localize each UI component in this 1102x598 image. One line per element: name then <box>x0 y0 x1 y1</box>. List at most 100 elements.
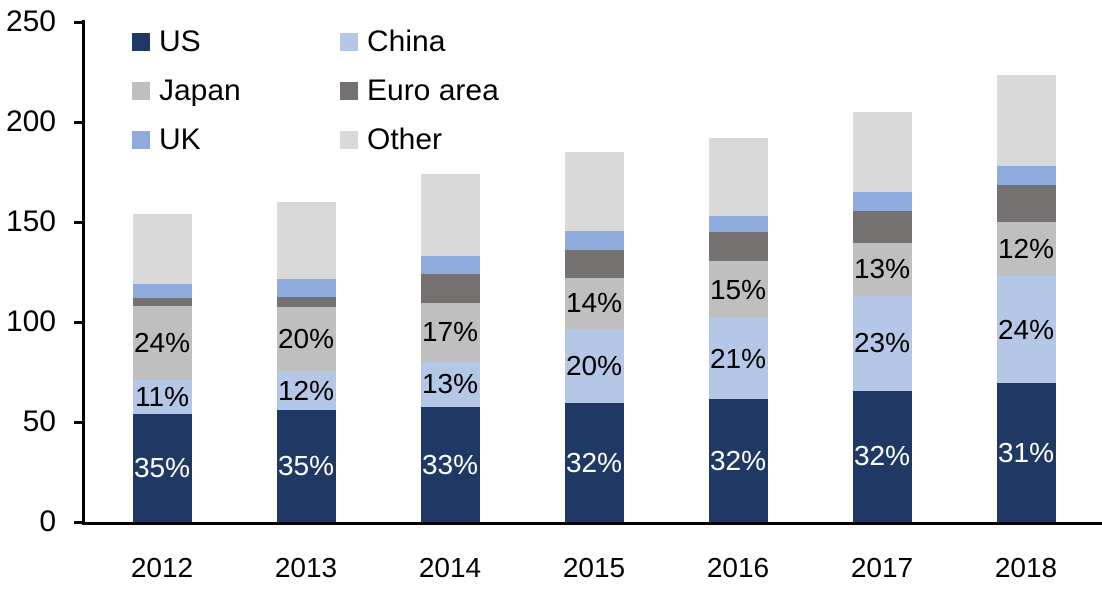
bar-value-label-china-2012: 11% <box>135 381 189 413</box>
bar-value-label-japan-2013: 20% <box>277 323 335 355</box>
legend-label-china: China <box>367 24 446 58</box>
bar-segment-other-2015 <box>564 151 624 231</box>
bar-value-label-us-2016: 32% <box>709 444 767 476</box>
bar-segment-other-2017 <box>852 111 912 192</box>
bar-value-label-china-2015: 20% <box>565 350 623 382</box>
x-axis-label-2013: 2013 <box>274 552 338 583</box>
bar-value-label-us-2013: 35% <box>277 449 335 481</box>
legend-item-uk: UK <box>132 115 340 164</box>
bar-segment-us-2012 <box>132 414 192 522</box>
bar-segment-japan-2018 <box>996 222 1056 276</box>
legend-swatch-euro-area <box>340 81 358 100</box>
legend-label-other: Other <box>367 122 443 156</box>
legend-swatch-us <box>132 32 150 51</box>
bar-segment-us-2014 <box>420 407 480 522</box>
bar-value-label-us-2017: 32% <box>853 440 911 472</box>
bar-segment-other-2013 <box>276 201 336 280</box>
chart-legend: US China Japan Euro area UK Other <box>132 17 499 164</box>
bar-segment-china-2014 <box>420 361 480 408</box>
bar-segment-uk-2018 <box>996 166 1056 186</box>
bar-segment-uk-2013 <box>276 279 336 298</box>
bar-segment-other-2018 <box>996 74 1056 167</box>
bar-segment-us-2017 <box>852 390 912 522</box>
y-axis-tick-label: 200 <box>5 104 56 138</box>
bar-segment-japan-2013 <box>276 307 336 372</box>
x-axis-label-2018: 2018 <box>994 552 1058 583</box>
y-axis-line <box>82 20 85 525</box>
bar-segment-us-2016 <box>708 399 768 522</box>
legend-item-other: Other <box>340 115 499 164</box>
bar-segment-us-2015 <box>564 403 624 522</box>
bar-segment-us-2013 <box>276 409 336 522</box>
bar-segment-japan-2012 <box>132 306 192 381</box>
legend-swatch-other <box>340 130 358 149</box>
bar-segment-euro-area-2015 <box>564 249 624 278</box>
x-axis-label-2012: 2012 <box>130 552 194 583</box>
x-axis-label-2017: 2017 <box>850 552 914 583</box>
y-axis-tick-label: 0 <box>39 505 56 538</box>
bar-segment-euro-area-2017 <box>852 210 912 243</box>
x-axis-label-2016: 2016 <box>706 552 770 583</box>
bar-segment-us-2018 <box>996 383 1056 522</box>
y-axis-tick <box>74 420 82 424</box>
bar-segment-japan-2015 <box>564 277 624 330</box>
bar-value-label-china-2016: 21% <box>709 342 767 374</box>
bar-segment-china-2015 <box>564 329 624 404</box>
legend-label-euro-area: Euro area <box>367 73 499 107</box>
x-axis-label-2014: 2014 <box>418 552 482 583</box>
bar-segment-china-2016 <box>708 318 768 400</box>
bar-segment-other-2012 <box>132 213 192 285</box>
bar-segment-uk-2016 <box>708 215 768 232</box>
bar-value-label-china-2017: 23% <box>853 327 911 359</box>
bar-value-label-japan-2014: 17% <box>421 316 479 348</box>
x-axis-label-2015: 2015 <box>562 552 626 583</box>
bar-value-label-japan-2016: 15% <box>709 273 767 305</box>
legend-swatch-china <box>340 32 358 51</box>
bar-value-label-japan-2017: 13% <box>853 253 911 285</box>
legend-label-japan: Japan <box>159 73 241 107</box>
bar-segment-euro-area-2016 <box>708 231 768 261</box>
legend-label-us: US <box>159 24 201 58</box>
bar-segment-euro-area-2013 <box>276 297 336 308</box>
bar-value-label-us-2015: 32% <box>565 446 623 478</box>
legend-item-us: US <box>132 17 340 66</box>
legend-item-euro-area: Euro area <box>340 66 499 115</box>
bar-segment-china-2012 <box>132 380 192 415</box>
y-axis-tick <box>74 20 82 24</box>
bar-value-label-us-2012: 35% <box>133 452 191 484</box>
bar-segment-china-2018 <box>996 275 1056 384</box>
x-axis-line <box>82 522 1102 525</box>
bar-value-label-us-2014: 33% <box>421 448 479 480</box>
bar-segment-china-2017 <box>852 296 912 391</box>
bar-segment-japan-2014 <box>420 302 480 362</box>
bar-value-label-japan-2015: 14% <box>565 287 623 319</box>
legend-label-uk: UK <box>159 122 201 156</box>
bar-segment-uk-2017 <box>852 191 912 211</box>
bar-segment-euro-area-2012 <box>132 298 192 307</box>
bar-value-label-china-2014: 13% <box>421 368 479 400</box>
y-axis-tick <box>74 120 82 124</box>
legend-swatch-uk <box>132 130 150 149</box>
bar-segment-japan-2016 <box>708 260 768 319</box>
bar-value-label-china-2018: 24% <box>997 313 1055 345</box>
bar-segment-china-2013 <box>276 371 336 410</box>
bar-value-label-china-2013: 12% <box>277 374 335 406</box>
y-axis-tick <box>74 521 82 524</box>
bar-segment-uk-2015 <box>564 230 624 250</box>
bar-segment-uk-2014 <box>420 255 480 274</box>
legend-swatch-japan <box>132 81 150 100</box>
y-axis-tick-label: 250 <box>5 4 56 38</box>
y-axis-tick-label: 50 <box>22 404 56 438</box>
bar-segment-other-2016 <box>708 137 768 216</box>
bar-segment-euro-area-2018 <box>996 185 1056 223</box>
bar-value-label-us-2018: 31% <box>997 436 1055 468</box>
bar-segment-other-2014 <box>420 173 480 256</box>
y-axis-tick-label: 150 <box>5 204 56 238</box>
bar-segment-japan-2017 <box>852 242 912 297</box>
y-axis-tick <box>74 320 82 324</box>
bar-value-label-japan-2012: 24% <box>133 327 191 359</box>
y-axis-tick-label: 100 <box>5 304 56 338</box>
bar-value-label-japan-2018: 12% <box>997 233 1055 265</box>
bar-segment-euro-area-2014 <box>420 273 480 303</box>
